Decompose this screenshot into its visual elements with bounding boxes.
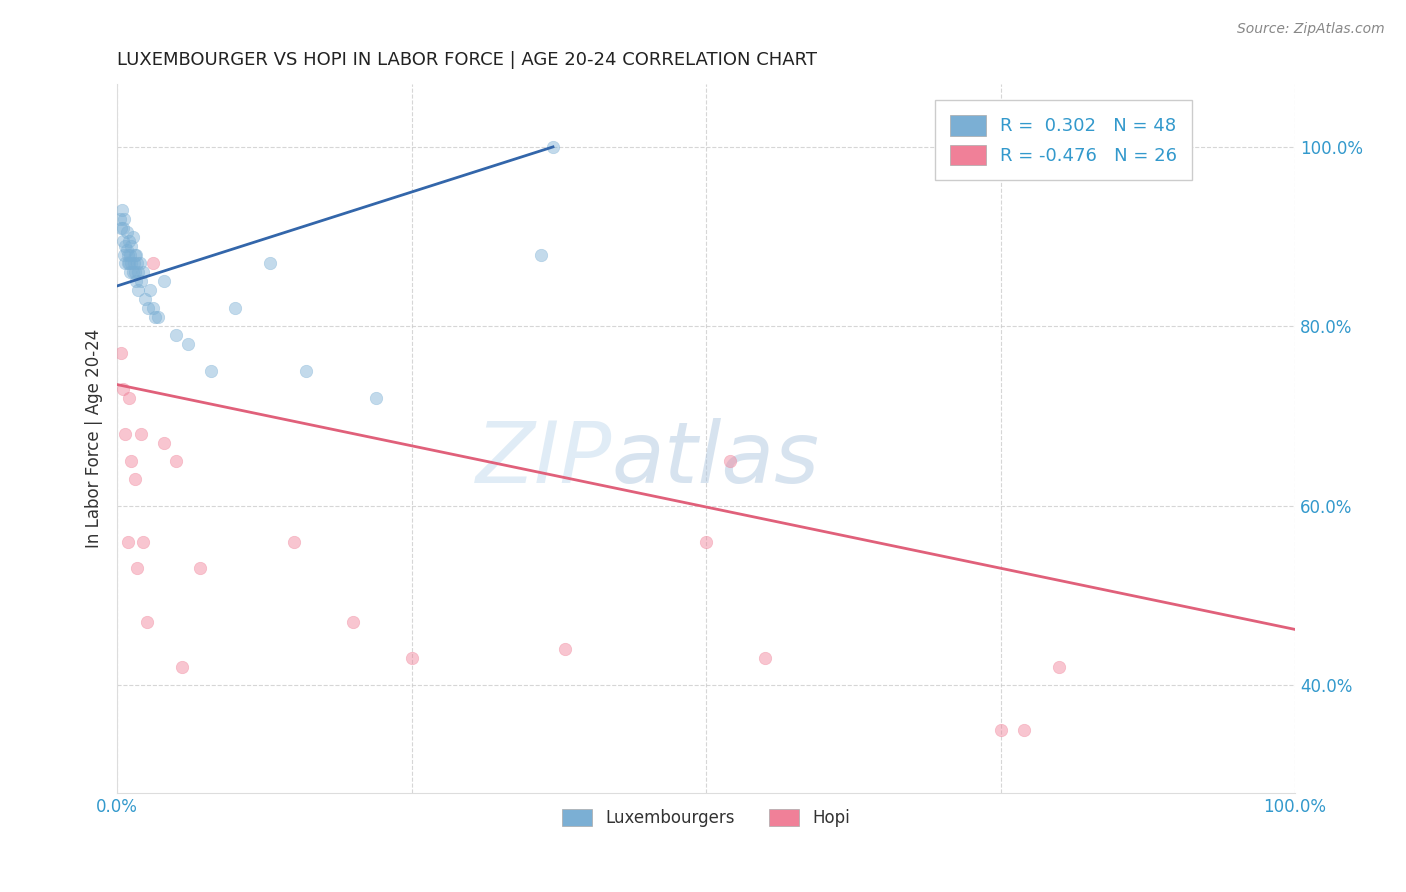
Point: [124, 472, 146, 486]
Point: [115, 225, 138, 239]
Point: [117, 247, 139, 261]
Point: [111, 202, 134, 217]
Point: [112, 247, 135, 261]
Point: [136, 301, 159, 316]
Point: [153, 435, 176, 450]
Point: [120, 238, 142, 252]
Point: [114, 426, 136, 441]
Point: [118, 256, 141, 270]
Point: [110, 346, 132, 360]
Point: [554, 642, 576, 657]
Legend: Luxembourgers, Hopi: Luxembourgers, Hopi: [555, 803, 856, 834]
Point: [108, 211, 131, 226]
Point: [117, 256, 139, 270]
Point: [148, 310, 170, 325]
Point: [165, 454, 187, 468]
Point: [153, 275, 176, 289]
Point: [170, 660, 193, 674]
Point: [129, 426, 152, 441]
Point: [110, 220, 132, 235]
Point: [120, 256, 142, 270]
Point: [127, 265, 149, 279]
Point: [115, 243, 138, 257]
Point: [143, 310, 166, 325]
Point: [112, 382, 135, 396]
Point: [1049, 660, 1071, 674]
Point: [124, 247, 146, 261]
Point: [114, 238, 136, 252]
Point: [139, 284, 162, 298]
Point: [122, 256, 145, 270]
Point: [112, 211, 135, 226]
Point: [120, 265, 142, 279]
Point: [112, 220, 135, 235]
Point: [188, 561, 211, 575]
Point: [259, 256, 281, 270]
Point: [283, 534, 305, 549]
Point: [127, 561, 149, 575]
Point: [135, 615, 157, 630]
Point: [132, 265, 155, 279]
Point: [127, 256, 149, 270]
Point: [990, 723, 1012, 737]
Text: Source: ZipAtlas.com: Source: ZipAtlas.com: [1237, 22, 1385, 37]
Point: [754, 651, 776, 665]
Point: [134, 293, 156, 307]
Point: [121, 265, 143, 279]
Point: [718, 454, 741, 468]
Point: [125, 247, 148, 261]
Point: [541, 140, 564, 154]
Point: [141, 256, 163, 270]
Point: [200, 364, 222, 378]
Point: [124, 265, 146, 279]
Point: [141, 301, 163, 316]
Point: [530, 247, 553, 261]
Point: [294, 364, 316, 378]
Point: [125, 275, 148, 289]
Point: [127, 284, 149, 298]
Point: [118, 234, 141, 248]
Point: [366, 391, 388, 405]
Point: [695, 534, 717, 549]
Text: ZIP: ZIP: [475, 418, 612, 501]
Point: [120, 247, 142, 261]
Point: [121, 229, 143, 244]
Point: [401, 651, 423, 665]
Point: [114, 256, 136, 270]
Point: [120, 454, 142, 468]
Point: [224, 301, 246, 316]
Point: [112, 234, 135, 248]
Y-axis label: In Labor Force | Age 20-24: In Labor Force | Age 20-24: [86, 329, 103, 548]
Point: [132, 534, 155, 549]
Point: [118, 391, 141, 405]
Point: [128, 256, 150, 270]
Text: atlas: atlas: [612, 418, 820, 501]
Point: [1012, 723, 1035, 737]
Text: LUXEMBOURGER VS HOPI IN LABOR FORCE | AGE 20-24 CORRELATION CHART: LUXEMBOURGER VS HOPI IN LABOR FORCE | AG…: [117, 51, 817, 69]
Point: [117, 534, 139, 549]
Point: [129, 275, 152, 289]
Point: [177, 337, 200, 351]
Point: [342, 615, 364, 630]
Point: [165, 328, 187, 343]
